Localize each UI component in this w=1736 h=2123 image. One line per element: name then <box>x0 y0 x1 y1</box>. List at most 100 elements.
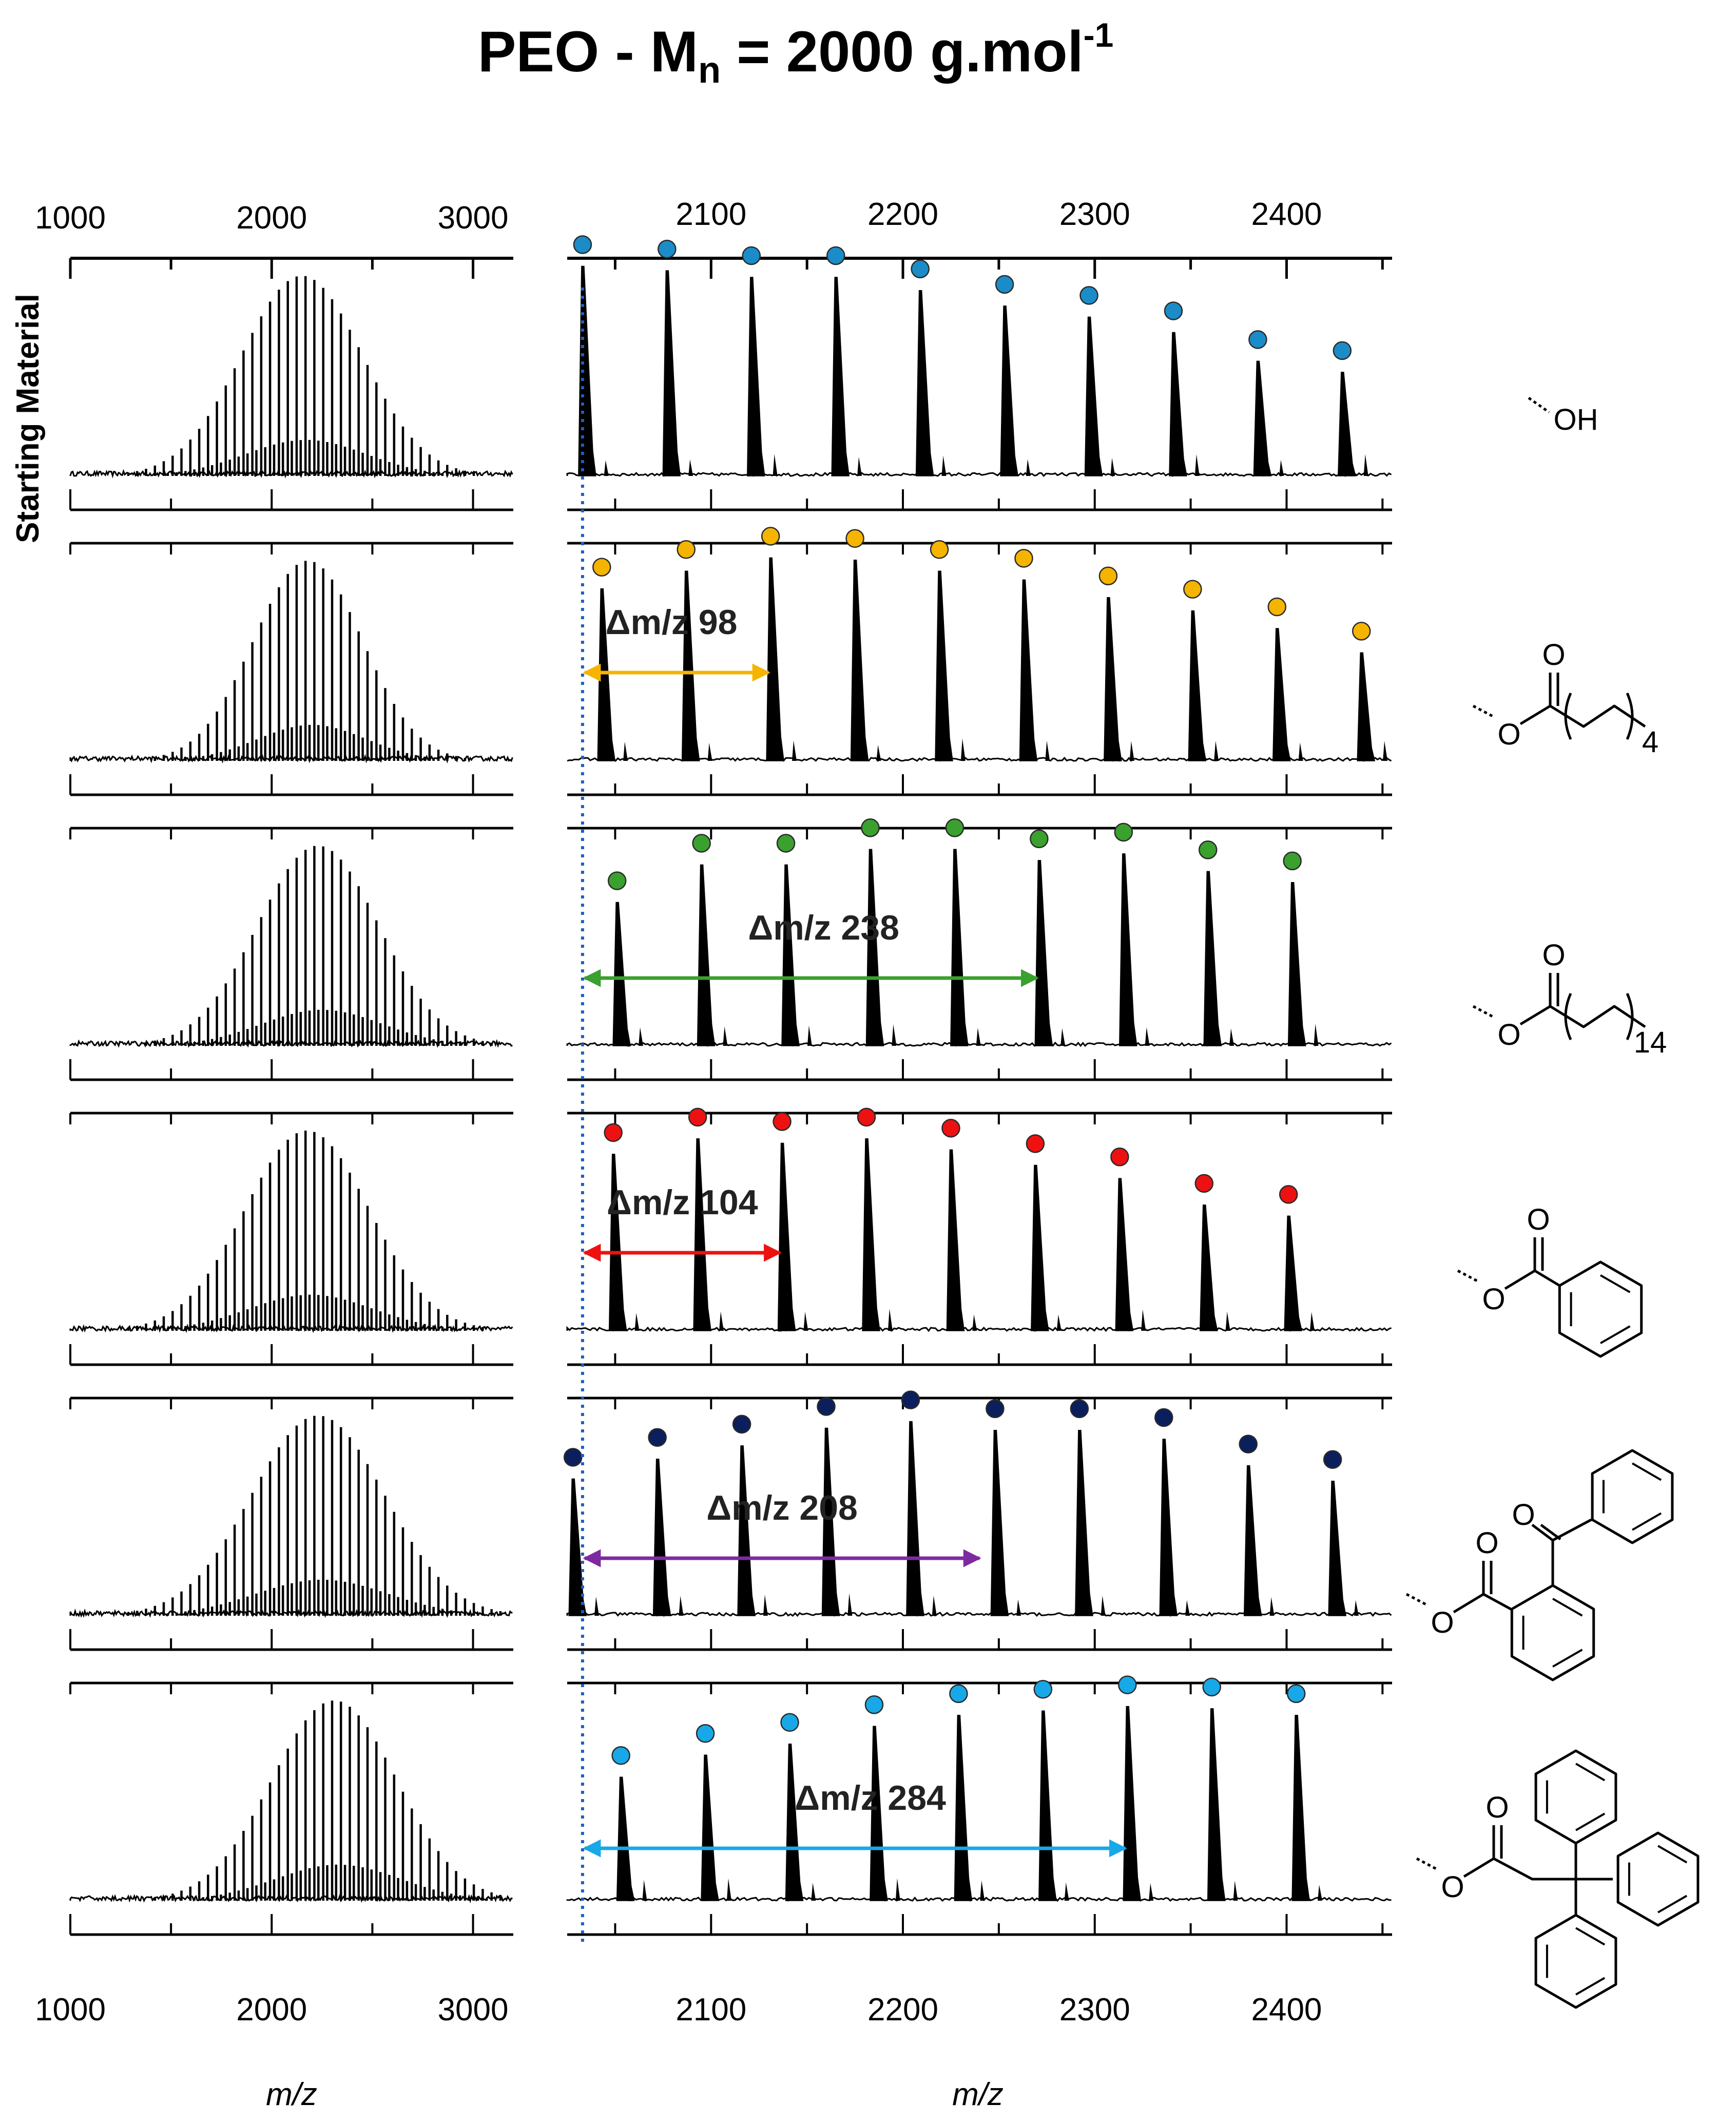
peak-marker <box>732 1414 751 1434</box>
ring-double-bond <box>1628 1845 1688 1914</box>
structure-stearate: O O 14 <box>1472 939 1667 1059</box>
zoom-minor-peak <box>1229 1028 1235 1046</box>
zoom-minor-peak <box>679 1596 684 1616</box>
overview-top-tick-label: 2000 <box>236 200 307 236</box>
ester-o: O <box>1482 1283 1505 1316</box>
spectrum-row-4: Δm/z 104 <box>69 1107 1392 1366</box>
zoom-minor-peak <box>1314 1023 1319 1046</box>
zoom-minor-peak <box>1279 460 1284 476</box>
attachment-bond <box>1457 1269 1478 1283</box>
zoom-minor-peak <box>1310 1312 1315 1331</box>
zoom-bottom-tick-label: 2300 <box>1059 1992 1130 2028</box>
peak-marker <box>692 834 711 853</box>
overview-peaks <box>127 1131 484 1331</box>
peak-marker <box>1014 549 1033 568</box>
carbonyl-o: O <box>1542 939 1565 972</box>
title-subscript: n <box>698 50 721 91</box>
zoom-minor-peak <box>707 742 712 761</box>
zoom-minor-peak <box>1298 742 1303 761</box>
peak-marker <box>945 818 965 837</box>
zoom-minor-peak <box>1383 740 1388 761</box>
delta-label: Δm/z 98 <box>606 603 738 642</box>
zoom-minor-peak <box>811 1883 816 1901</box>
zoom-peak <box>1338 372 1356 476</box>
spectrum-row-6: Δm/z 284 <box>69 1675 1392 1936</box>
zoom-minor-peak <box>1016 1599 1021 1616</box>
zoom-minor-peak <box>1149 1883 1154 1901</box>
peak-marker <box>573 235 592 254</box>
zoom-peak <box>1253 360 1272 476</box>
phenyl-ring <box>1558 1260 1643 1358</box>
zoom-baseline <box>566 1326 1392 1332</box>
peak-marker <box>1164 301 1183 320</box>
zoom-minor-peak <box>1141 1309 1146 1331</box>
ring-double-bond <box>1602 1462 1662 1531</box>
zoom-peak <box>662 270 681 476</box>
repeat-subscript: 14 <box>1634 1026 1667 1059</box>
peak-marker <box>1110 1147 1129 1166</box>
zoom-peak <box>693 1138 711 1331</box>
carbonyl-o: O <box>1542 638 1565 672</box>
zoom-peak <box>954 1715 973 1901</box>
zoom-minor-peak <box>623 741 628 761</box>
zoom-minor-peak <box>1129 741 1134 761</box>
peak-marker <box>677 540 696 559</box>
peak-marker <box>1198 840 1218 859</box>
peak-marker <box>1033 1679 1053 1699</box>
peak-marker <box>604 1123 623 1142</box>
zoom-peak <box>1019 579 1038 761</box>
zoom-minor-peak <box>1233 1881 1238 1901</box>
spectrum-row-3: Δm/z 238 <box>69 818 1392 1081</box>
attachment-bond <box>1472 1005 1494 1018</box>
phenyl-ring <box>1510 1584 1595 1681</box>
zoom-minor-peak <box>642 1880 647 1901</box>
zoom-minor-peak <box>1225 1311 1230 1331</box>
zoom-peak <box>1207 1708 1226 1901</box>
zoom-minor-peak <box>972 1314 977 1331</box>
zoom-peak <box>697 864 716 1046</box>
zoom-peak <box>1287 882 1306 1046</box>
peak-marker <box>1239 1435 1258 1453</box>
ketone-o: O <box>1512 1498 1535 1532</box>
zoom-peak <box>915 290 934 476</box>
ester-o: O <box>1431 1606 1454 1639</box>
zoom-peak <box>766 557 784 761</box>
zoom-peak <box>1123 1706 1142 1901</box>
peak-marker <box>1194 1174 1214 1193</box>
peak-marker <box>995 275 1014 294</box>
peak-marker <box>563 1448 583 1467</box>
carbonyl <box>1519 973 1559 1026</box>
zoom-minor-peak <box>1354 1600 1359 1616</box>
zoom-minor-peak <box>1056 1314 1062 1331</box>
zoom-top-tick-label: 2400 <box>1251 197 1322 232</box>
overview-peaks <box>145 846 493 1046</box>
zoom-peak <box>821 1427 840 1616</box>
zoom-minor-peak <box>1185 1600 1190 1616</box>
ring-double-bond <box>1546 1927 1606 1996</box>
peak-marker <box>1283 851 1302 871</box>
zoom-peak <box>1169 332 1187 476</box>
zoom-peak <box>612 902 631 1046</box>
peak-marker <box>761 527 780 546</box>
peak-marker <box>941 1119 960 1138</box>
zoom-peak <box>1272 628 1291 761</box>
peak-marker <box>817 1397 836 1416</box>
zoom-peak <box>1075 1430 1093 1616</box>
carbonyl-o: O <box>1486 1791 1509 1824</box>
delta-label: Δm/z 208 <box>706 1488 858 1527</box>
peak-marker <box>648 1428 667 1447</box>
zoom-minor-peak <box>976 1027 981 1046</box>
zoom-peak <box>850 559 869 761</box>
zoom-peak <box>681 570 700 761</box>
zoom-minor-peak <box>719 1311 724 1331</box>
peak-marker <box>911 259 930 279</box>
zoom-minor-peak <box>1363 454 1368 476</box>
zoom-minor-peak <box>688 459 693 476</box>
carbonyl-o: O <box>1475 1526 1498 1560</box>
delta-label: Δm/z 104 <box>607 1183 758 1222</box>
structure-triphenylpropanoate: OO <box>1416 1749 1700 2009</box>
zoom-minor-peak <box>634 1313 640 1331</box>
spectrum-row-2: Δm/z 98 <box>69 527 1392 796</box>
zoom-baseline <box>567 756 1392 762</box>
zoom-bottom-tick-label: 2100 <box>676 1992 746 2028</box>
